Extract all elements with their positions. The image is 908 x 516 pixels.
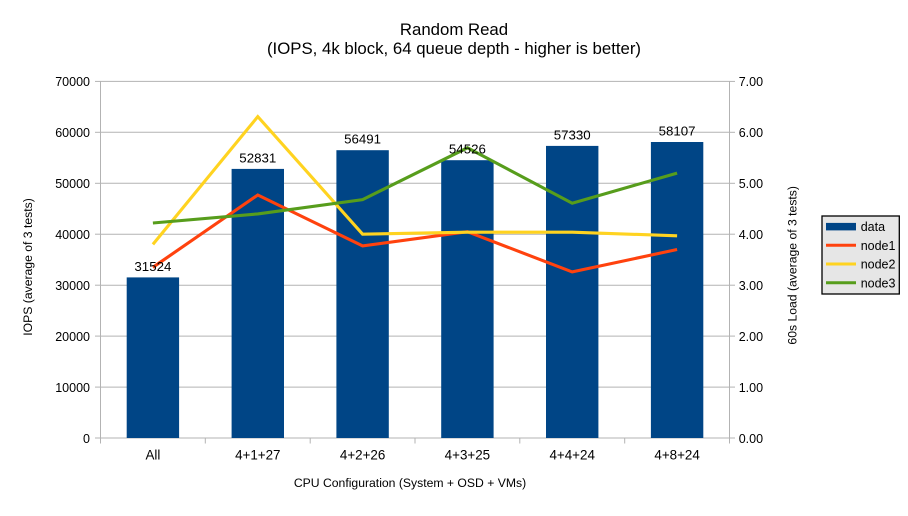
svg-text:70000: 70000 [55, 75, 90, 89]
svg-text:Random Read: Random Read [400, 20, 508, 39]
svg-text:54526: 54526 [449, 142, 486, 157]
svg-text:10000: 10000 [55, 381, 90, 395]
svg-text:4.00: 4.00 [739, 228, 763, 242]
svg-text:56491: 56491 [344, 132, 381, 147]
svg-text:3.00: 3.00 [739, 279, 763, 293]
svg-text:60000: 60000 [55, 126, 90, 140]
svg-text:50000: 50000 [55, 177, 90, 191]
svg-text:7.00: 7.00 [739, 75, 763, 89]
svg-text:CPU Configuration (System + OS: CPU Configuration (System + OSD + VMs) [294, 476, 526, 490]
svg-text:31524: 31524 [134, 259, 171, 274]
svg-text:4+1+27: 4+1+27 [235, 447, 280, 462]
svg-text:4+3+25: 4+3+25 [445, 447, 490, 462]
svg-text:IOPS (average of 3 tests): IOPS (average of 3 tests) [21, 198, 35, 336]
svg-text:All: All [145, 447, 160, 462]
svg-text:0.00: 0.00 [739, 432, 763, 446]
svg-text:0: 0 [83, 432, 90, 446]
svg-text:20000: 20000 [55, 330, 90, 344]
svg-text:node1: node1 [861, 239, 896, 253]
svg-text:57330: 57330 [554, 127, 591, 142]
svg-text:5.00: 5.00 [739, 177, 763, 191]
svg-text:1.00: 1.00 [739, 381, 763, 395]
svg-text:60s Load (average of 3 tests): 60s Load (average of 3 tests) [786, 186, 800, 345]
svg-text:4+4+24: 4+4+24 [549, 447, 595, 462]
svg-text:node3: node3 [861, 276, 896, 290]
svg-text:node2: node2 [861, 258, 896, 272]
svg-text:6.00: 6.00 [739, 126, 763, 140]
svg-text:52831: 52831 [239, 150, 276, 165]
svg-text:30000: 30000 [55, 279, 90, 293]
svg-text:40000: 40000 [55, 228, 90, 242]
svg-text:(IOPS, 4k block, 64 queue dept: (IOPS, 4k block, 64 queue depth - higher… [267, 39, 641, 58]
svg-text:58107: 58107 [659, 124, 696, 139]
svg-text:4+8+24: 4+8+24 [654, 447, 700, 462]
svg-text:4+2+26: 4+2+26 [340, 447, 385, 462]
svg-text:2.00: 2.00 [739, 330, 763, 344]
svg-text:data: data [861, 220, 885, 234]
